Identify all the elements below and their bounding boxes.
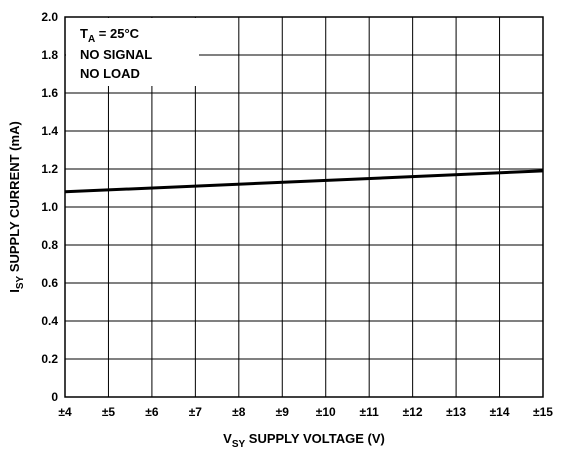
y-axis-title-text: SUPPLY CURRENT (mA) [7, 121, 22, 276]
annotation-temp-value: = 25°C [95, 26, 139, 41]
y-tick-label: 0.2 [41, 352, 58, 366]
series-line-0 [64, 169, 544, 194]
x-tick-label: ±11 [360, 405, 380, 419]
x-tick-label: ±5 [102, 405, 116, 419]
x-axis-title: VSY SUPPLY VOLTAGE (V) [223, 431, 385, 450]
y-tick-label: 1.4 [41, 124, 58, 138]
x-tick-labels: ±4 ±5 ±6 ±7 ±8 ±9 ±10 ±11 ±12 ±13 ±14 ±15 [58, 405, 553, 419]
x-tick-label: ±13 [446, 405, 466, 419]
y-tick-label: 1.0 [41, 200, 58, 214]
y-tick-label: 1.6 [41, 86, 58, 100]
x-axis-title-symbol: V [223, 431, 232, 446]
y-axis-title-symbol: I [7, 289, 22, 293]
x-tick-label: ±4 [58, 405, 72, 419]
annotation-temperature: TA = 25°C [80, 26, 140, 45]
y-tick-label: 2.0 [41, 10, 58, 24]
x-axis-title-subscript: SY [232, 439, 246, 450]
y-tick-labels: 0 0.2 0.4 0.6 0.8 1.0 1.2 1.4 1.6 1.8 2.0 [41, 10, 58, 404]
y-tick-label: 0.6 [41, 276, 58, 290]
x-tick-label: ±8 [232, 405, 246, 419]
y-tick-label: 0 [51, 390, 58, 404]
x-tick-label: ±9 [276, 405, 290, 419]
x-tick-label: ±12 [403, 405, 423, 419]
x-tick-label: ±7 [189, 405, 203, 419]
annotation-no-load: NO LOAD [80, 66, 140, 81]
x-tick-label: ±14 [490, 405, 510, 419]
y-tick-label: 1.2 [41, 162, 58, 176]
x-tick-label: ±6 [145, 405, 159, 419]
y-tick-label: 1.8 [41, 48, 58, 62]
x-tick-label: ±10 [316, 405, 336, 419]
y-axis-title-subscript: SY [15, 275, 26, 289]
x-tick-label: ±15 [533, 405, 553, 419]
plot-frame [64, 16, 544, 398]
y-axis-title: ISY SUPPLY CURRENT (mA) [7, 121, 26, 293]
annotation-box [66, 18, 199, 86]
series-layer [64, 169, 544, 194]
annotation-no-signal: NO SIGNAL [80, 47, 152, 62]
annotation-temp-subscript: A [88, 34, 95, 45]
x-axis-title-text: SUPPLY VOLTAGE (V) [245, 431, 385, 446]
y-tick-label: 0.8 [41, 238, 58, 252]
annotation-temp-symbol: T [80, 26, 88, 41]
y-tick-label: 0.4 [41, 314, 58, 328]
